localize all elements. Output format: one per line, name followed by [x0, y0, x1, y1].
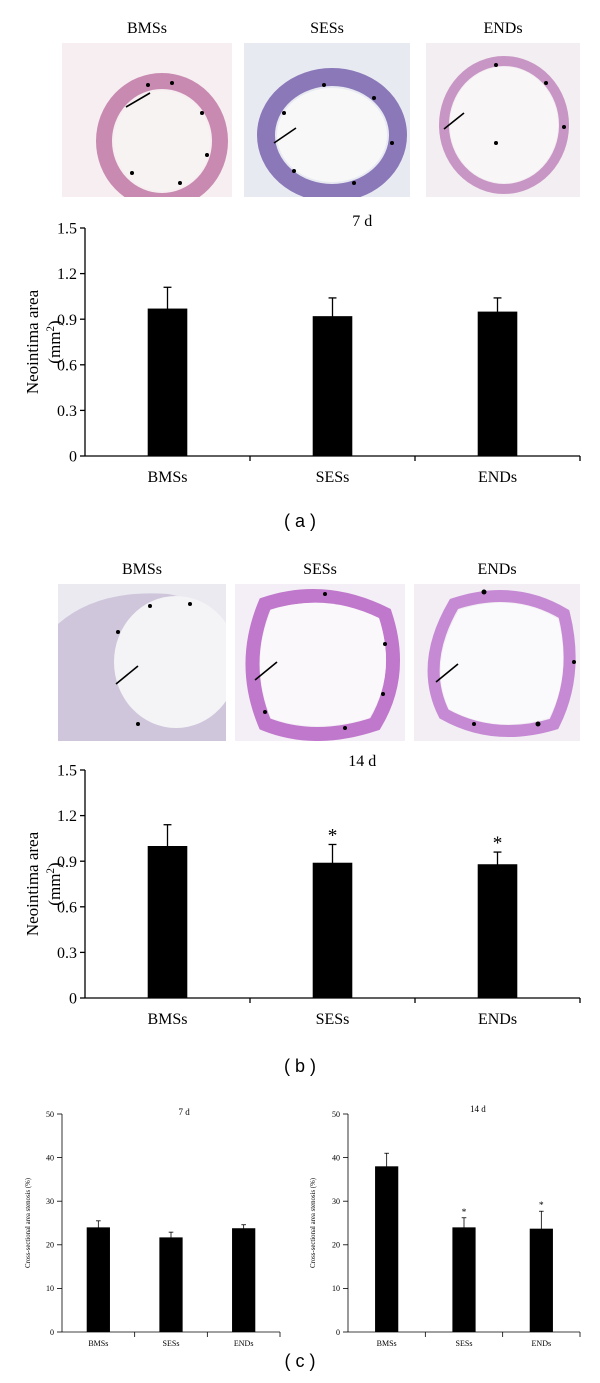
bar-ends	[529, 1228, 553, 1332]
y-tick-label: 0.3	[57, 945, 77, 962]
bar-sess	[159, 1237, 183, 1332]
bar-sess	[452, 1227, 476, 1332]
significance-marker: *	[462, 1207, 467, 1218]
x-tick-label: ENDs	[532, 1339, 552, 1348]
x-tick-label: ENDs	[478, 1011, 517, 1028]
significance-marker: *	[493, 833, 503, 854]
y-axis-unit-superscript: 2	[45, 868, 57, 874]
x-tick-label: BMSs	[88, 1339, 108, 1348]
photo-label-b-ends: ENDs	[477, 561, 517, 578]
histology-photo-b-ends	[414, 584, 580, 741]
photo-label-a-sess: SESs	[310, 20, 344, 37]
y-tick-label: 0.3	[57, 403, 77, 420]
x-tick-label: SESs	[456, 1339, 473, 1348]
y-tick-label: 1.5	[57, 763, 77, 780]
stenosis-chart-14d: 0 10 20 30 40 50 BMSs SESs * ENDs * 14 d Cross-secti…	[310, 1104, 581, 1348]
photo-label-b-bmss: BMSs	[121, 561, 163, 578]
y-tick-label: 1.5	[57, 221, 77, 238]
significance-marker: *	[328, 825, 338, 846]
neointima-area-chart-7d: 0 0.3 0.6 0.9 1.2 1.5 BMSs SESs ENDs 7 d Neointima…	[23, 213, 581, 486]
bar-bmss	[147, 308, 188, 456]
x-tick-label: SESs	[163, 1339, 180, 1348]
y-axis-unit-superscript: 2	[45, 326, 57, 332]
y-axis-unit-close: )	[45, 320, 64, 326]
y-tick-label: 1.2	[57, 808, 77, 825]
y-tick-label: 20	[332, 1241, 340, 1250]
panel-label-b: ( b )	[283, 1056, 316, 1076]
y-tick-label: 0.6	[57, 357, 77, 374]
y-axis-label: Neointima area	[23, 831, 42, 936]
bar-ends	[477, 864, 518, 998]
y-axis-unit-base: (mm	[45, 874, 64, 906]
y-tick-label: 0	[336, 1328, 340, 1337]
bar-sess	[312, 316, 353, 456]
x-tick-label: SESs	[316, 1011, 350, 1028]
chart-title: 7 d	[352, 213, 372, 230]
significance-marker: *	[539, 1200, 544, 1211]
x-tick-label: ENDs	[234, 1339, 254, 1348]
neointima-area-chart-14d: 0 0.3 0.6 0.9 1.2 1.5 BMSs SESs * ENDs * 14 d Neoint…	[23, 753, 581, 1028]
y-axis-unit-close: )	[45, 862, 64, 868]
x-tick-label: SESs	[316, 469, 350, 486]
y-axis-unit: (mm2)	[45, 320, 64, 363]
y-tick-label: 0	[50, 1328, 54, 1337]
bar-bmss	[86, 1227, 110, 1332]
chart-title: 14 d	[348, 753, 376, 770]
y-tick-label: 50	[332, 1110, 340, 1119]
y-tick-label: 40	[332, 1153, 340, 1162]
histology-photo-b-bmss	[58, 584, 226, 741]
y-tick-label: 10	[46, 1284, 54, 1293]
x-tick-label: ENDs	[478, 469, 517, 486]
panel-label-c: ( c )	[284, 1351, 316, 1371]
y-tick-label: 0	[69, 991, 77, 1008]
y-tick-label: 20	[46, 1241, 54, 1250]
bar-sess	[312, 862, 353, 998]
x-tick-label: BMSs	[377, 1339, 397, 1348]
histology-photo-a-sess	[244, 43, 410, 197]
y-tick-label: 0	[69, 449, 77, 466]
y-tick-label: 40	[46, 1153, 54, 1162]
bar-bmss	[147, 846, 188, 998]
photo-label-b-sess: SESs	[303, 561, 337, 578]
x-tick-label: BMSs	[147, 469, 187, 486]
bar-ends	[477, 311, 518, 456]
photo-label-a-ends: ENDs	[483, 20, 523, 37]
y-tick-label: 0.9	[57, 854, 77, 871]
bar-ends	[232, 1228, 256, 1332]
y-axis-label: Neointima area	[23, 289, 42, 394]
y-tick-label: 1.2	[57, 266, 77, 283]
y-tick-label: 0.6	[57, 899, 77, 916]
histology-photo-b-sess	[235, 584, 405, 741]
y-axis-unit-base: (mm	[45, 332, 64, 364]
y-axis-label: Cross-sectional area stenosis (%)	[310, 1178, 317, 1268]
histology-photo-a-ends	[426, 43, 580, 197]
bar-bmss	[375, 1166, 399, 1332]
y-tick-label: 30	[332, 1197, 340, 1206]
y-tick-label: 0.9	[57, 312, 77, 329]
y-tick-label: 50	[46, 1110, 54, 1119]
panel-label-a: ( a )	[283, 511, 316, 531]
photo-label-a-bmss: BMSs	[126, 20, 168, 37]
y-axis-unit: (mm2)	[45, 862, 64, 905]
stenosis-chart-7d: 0 10 20 30 40 50 BMSs SESs ENDs 7 d Cross-sectiona…	[25, 1107, 281, 1348]
y-tick-label: 10	[332, 1284, 340, 1293]
histology-photo-a-bmss	[62, 43, 232, 197]
y-tick-label: 30	[46, 1197, 54, 1206]
chart-title: 14 d	[470, 1104, 486, 1114]
chart-title: 7 d	[178, 1107, 190, 1117]
x-tick-label: BMSs	[147, 1011, 187, 1028]
y-axis-label: Cross-sectional area stenosis (%)	[25, 1178, 32, 1268]
